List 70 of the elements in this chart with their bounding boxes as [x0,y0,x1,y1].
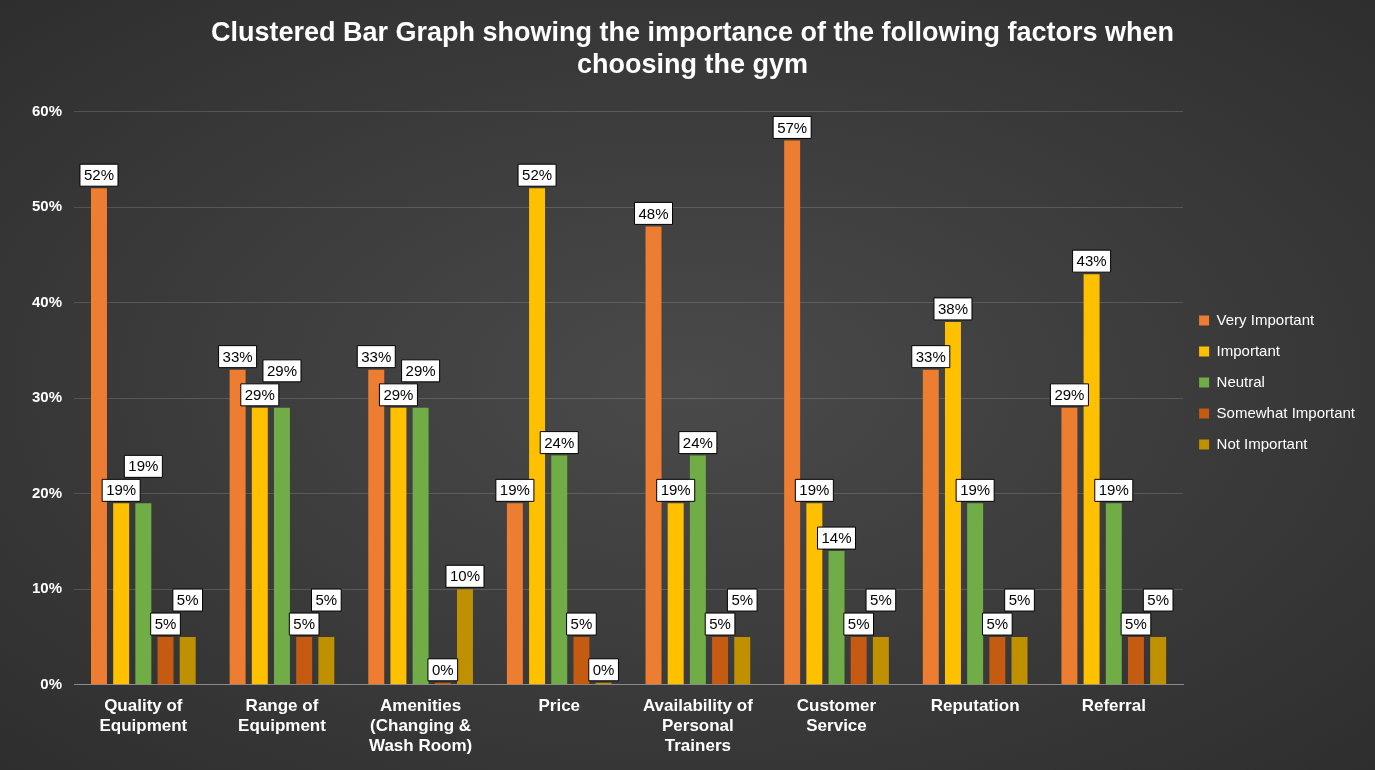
bar [1150,637,1167,685]
x-tick-label: Quality of Equipment [99,695,188,736]
data-label: 5% [176,591,199,609]
data-label: 5% [731,591,754,609]
bar [872,637,889,685]
y-tick-label: 30% [31,388,63,406]
bar [135,503,152,685]
data-label: 33% [915,347,946,365]
chart-title: Clustered Bar Graph showing the importance of the following factors when choosing the gym [210,16,1175,80]
bar [734,637,751,685]
data-label: 5% [709,615,731,633]
data-label: 52% [522,166,553,184]
x-tick-label: Customer Service [796,695,877,736]
y-tick-label: 50% [31,197,63,215]
data-label: 5% [570,615,593,633]
x-tick-label: Range of Equipment [238,695,327,736]
data-label: 52% [83,166,114,184]
y-tick-label: 40% [31,292,63,310]
data-label: 5% [1125,615,1147,633]
bar [273,407,290,685]
data-label: 24% [682,433,713,451]
y-tick-label: 0% [40,674,63,692]
data-label: 24% [544,433,575,451]
data-label: 19% [660,481,691,499]
data-label: 19% [499,481,530,499]
data-label: 10% [449,567,480,585]
y-tick-label: 20% [31,483,63,501]
x-tick-label: Availability of Personal Trainers [642,695,754,756]
legend-label: Important [1216,341,1281,359]
data-label: 19% [1098,481,1129,499]
data-label: 5% [870,591,892,609]
data-label: 19% [128,457,159,475]
data-label: 33% [361,347,392,365]
data-label: 5% [293,615,315,633]
data-label: 19% [960,481,991,499]
data-label: 5% [847,615,870,633]
x-tick-label: Amenities (Changing & Wash Room) [368,695,473,756]
legend-label: Not Important [1216,434,1309,452]
data-label: 38% [937,300,968,318]
data-label: 5% [1008,591,1031,609]
data-label: 19% [106,481,137,499]
data-label: 0% [431,660,454,678]
bar [179,637,196,685]
data-label: 5% [1147,591,1169,609]
legend-label: Very Important [1216,310,1315,328]
data-label: 5% [154,615,177,633]
legend-label: Neutral [1216,372,1265,390]
y-tick-label: 60% [31,101,63,119]
data-label: 57% [777,118,808,136]
data-label: 29% [383,385,414,403]
y-tick-label: 10% [31,579,63,597]
data-label: 29% [1054,385,1085,403]
x-tick-label: Price [538,695,581,715]
data-label: 29% [266,361,297,379]
data-label: 48% [638,204,669,222]
data-label: 43% [1076,252,1107,270]
data-label: 5% [986,615,1009,633]
data-label: 29% [244,385,275,403]
data-label: 29% [405,361,436,379]
bar [412,407,429,685]
data-label: 5% [315,591,338,609]
legend-label: Somewhat Important [1216,403,1356,421]
data-label: 19% [799,481,830,499]
bar [1011,637,1028,685]
data-label: 14% [821,529,852,547]
data-label: 33% [222,347,253,365]
x-tick-label: Referral [1081,695,1146,715]
data-label: 0% [592,660,615,678]
x-tick-label: Reputation [930,695,1020,715]
bar [318,637,335,685]
